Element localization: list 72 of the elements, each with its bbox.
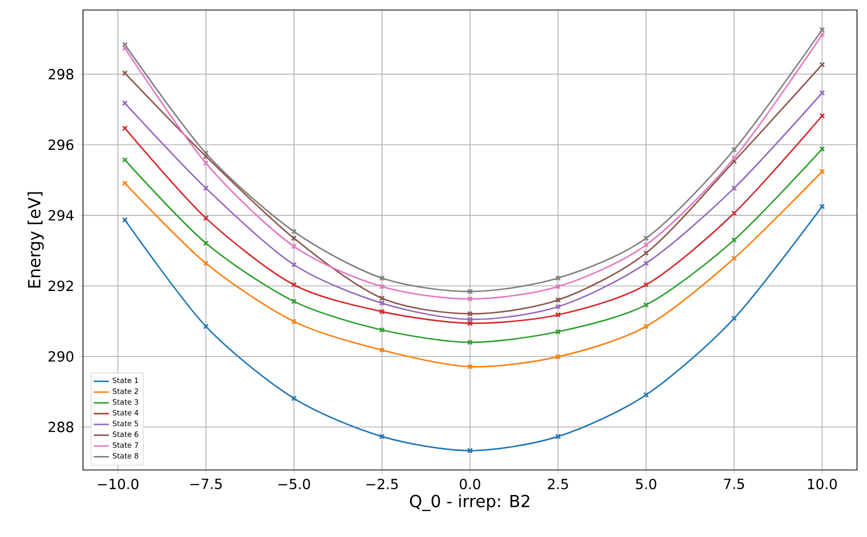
point xyxy=(379,434,385,440)
point xyxy=(203,215,209,221)
point xyxy=(291,282,297,288)
x-tick-label: −10.0 xyxy=(98,478,138,490)
point xyxy=(203,150,209,156)
y-tick-label: 292 xyxy=(48,280,73,292)
x-tick-label: 0.0 xyxy=(460,478,480,490)
point xyxy=(643,260,649,266)
point xyxy=(731,237,737,243)
x-tick-label: −5.0 xyxy=(278,478,310,490)
point xyxy=(643,392,649,398)
point xyxy=(555,284,561,290)
point xyxy=(379,284,385,290)
point xyxy=(203,185,209,191)
point xyxy=(643,242,649,248)
point xyxy=(467,448,473,454)
point xyxy=(555,434,561,440)
point xyxy=(555,304,561,310)
point xyxy=(379,327,385,333)
point xyxy=(555,312,561,318)
point xyxy=(291,318,297,324)
point xyxy=(555,275,561,281)
x-tick-label: −7.5 xyxy=(190,478,222,490)
point xyxy=(379,295,385,302)
point xyxy=(203,260,209,266)
y-tick-label: 296 xyxy=(48,139,74,150)
point xyxy=(467,364,473,370)
point xyxy=(291,262,297,268)
x-tick-label: 7.5 xyxy=(724,478,744,490)
point xyxy=(203,240,209,246)
point xyxy=(467,339,473,346)
point xyxy=(731,210,737,216)
point xyxy=(379,275,385,281)
point xyxy=(291,396,297,402)
point xyxy=(379,308,385,314)
point xyxy=(555,354,561,360)
point xyxy=(643,302,649,308)
point xyxy=(379,300,385,306)
x-tick-label: 5.0 xyxy=(636,478,656,490)
y-tick-label: 294 xyxy=(48,210,74,221)
point xyxy=(643,250,649,256)
point xyxy=(555,297,561,303)
point xyxy=(203,154,209,160)
point xyxy=(731,158,737,164)
point xyxy=(379,347,385,353)
y-tick-label: 298 xyxy=(48,68,74,80)
x-tick-label: 2.5 xyxy=(548,478,568,490)
point xyxy=(643,282,649,288)
point xyxy=(555,328,561,335)
x-axis-title: Q_0 - irrep: B2 xyxy=(410,494,530,512)
y-axis-title: Energy [eV] xyxy=(28,192,44,288)
point xyxy=(291,228,297,234)
point xyxy=(291,235,297,242)
point xyxy=(731,316,737,322)
y-tick-label: 288 xyxy=(48,422,74,432)
y-tick-label: 290 xyxy=(48,351,74,362)
x-tick-label: 10.0 xyxy=(808,478,837,490)
point xyxy=(731,155,737,161)
point xyxy=(467,288,473,294)
point xyxy=(467,310,473,317)
point xyxy=(643,324,649,330)
point xyxy=(467,316,473,322)
point xyxy=(467,296,473,302)
point xyxy=(731,185,737,191)
point xyxy=(731,146,737,153)
point xyxy=(291,298,297,304)
point xyxy=(731,256,737,262)
x-tick-label: −2.5 xyxy=(366,478,398,490)
point xyxy=(643,235,649,242)
point xyxy=(291,244,297,250)
point xyxy=(203,324,209,330)
point xyxy=(203,160,209,166)
